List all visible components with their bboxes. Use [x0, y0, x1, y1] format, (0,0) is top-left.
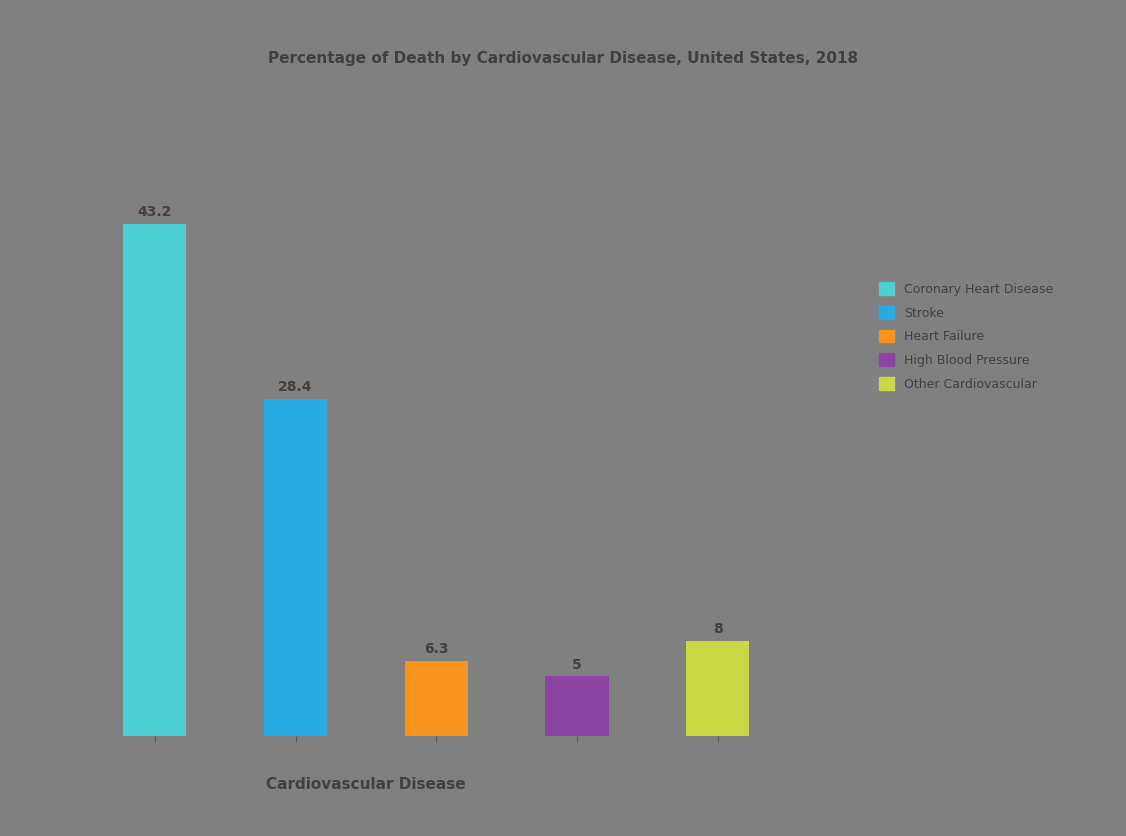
- Bar: [686, 641, 750, 736]
- Text: 6.3: 6.3: [425, 642, 448, 656]
- Text: 43.2: 43.2: [137, 205, 172, 219]
- Title: Percentage of Death by Cardiovascular Disease, United States, 2018: Percentage of Death by Cardiovascular Di…: [268, 51, 858, 66]
- Legend: Coronary Heart Disease, Stroke, Heart Failure, High Blood Pressure, Other Cardio: Coronary Heart Disease, Stroke, Heart Fa…: [869, 273, 1063, 400]
- Bar: [123, 223, 187, 736]
- Text: Cardiovascular Disease: Cardiovascular Disease: [266, 777, 466, 793]
- Bar: [263, 399, 328, 736]
- Text: 5: 5: [572, 658, 582, 671]
- Text: 8: 8: [713, 622, 723, 636]
- Bar: [404, 661, 468, 736]
- Bar: [545, 676, 609, 736]
- Text: 28.4: 28.4: [278, 380, 313, 395]
